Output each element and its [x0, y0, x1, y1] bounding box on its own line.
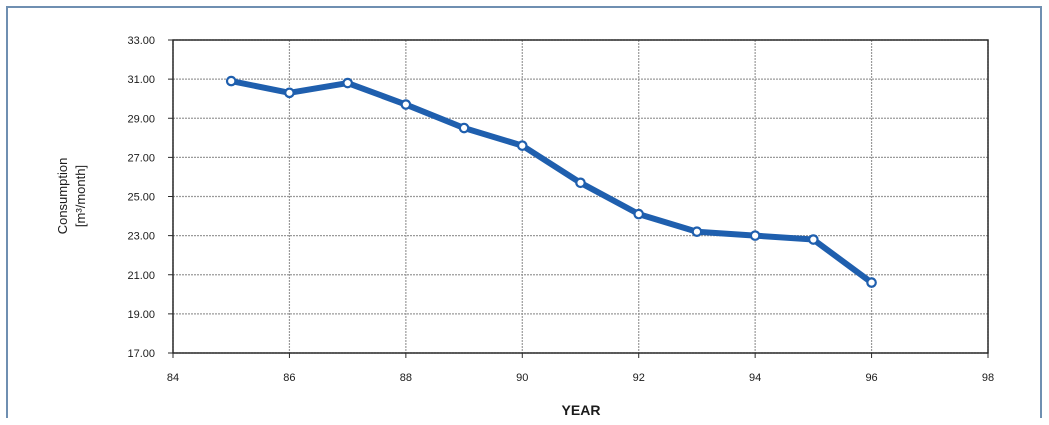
- marker-layer: [225, 75, 877, 288]
- data-point: [575, 177, 586, 189]
- data-point: [691, 226, 703, 238]
- y-tick-label: 27.00: [127, 152, 155, 164]
- y-tick-label: 31.00: [127, 74, 155, 86]
- y-tick-label: 33.00: [127, 35, 155, 47]
- x-axis-title: YEAR: [562, 402, 601, 418]
- data-point: [400, 99, 412, 110]
- y-tick-label: 29.00: [127, 113, 155, 125]
- series-layer: [228, 78, 875, 286]
- y-axis-title-line-2: [m³/month]: [73, 165, 88, 227]
- x-tick-label: 86: [283, 372, 295, 384]
- y-tick-label: 21.00: [127, 270, 155, 282]
- data-point: [516, 140, 528, 151]
- data-point: [866, 277, 877, 288]
- y-axis-title-line-1: Consumption: [55, 158, 70, 235]
- x-tick-label: 84: [167, 372, 179, 384]
- y-axis-title: Consumption [m³/month]: [55, 158, 88, 235]
- data-point: [808, 234, 819, 245]
- x-tick-label: 92: [633, 372, 645, 384]
- y-tick-label: 19.00: [127, 309, 155, 321]
- x-tick-label: 90: [516, 372, 528, 384]
- y-tick-label: 17.00: [127, 348, 155, 360]
- data-point: [749, 230, 761, 241]
- x-tick-label: 94: [749, 372, 761, 384]
- chart-frame: [6, 6, 1042, 418]
- y-tick-label: 23.00: [127, 231, 155, 243]
- x-tick-label: 96: [865, 372, 877, 384]
- y-axis-ticks: 17.00 19.00 21.00 23.00 25.00 27.00 29.00 31.00…: [127, 35, 173, 360]
- data-point: [284, 87, 295, 99]
- grid-lines: [172, 39, 989, 354]
- plot-area-border: [172, 39, 989, 354]
- x-tick-label: 98: [982, 372, 994, 384]
- data-point: [225, 75, 237, 87]
- data-point: [633, 208, 645, 220]
- data-point: [458, 122, 470, 134]
- series-line: [228, 78, 875, 286]
- x-axis-ticks: 84 86 88 90 92 94 96 98: [167, 353, 994, 384]
- y-tick-label: 25.00: [127, 192, 155, 204]
- data-point: [342, 77, 353, 89]
- x-tick-label: 88: [400, 372, 412, 384]
